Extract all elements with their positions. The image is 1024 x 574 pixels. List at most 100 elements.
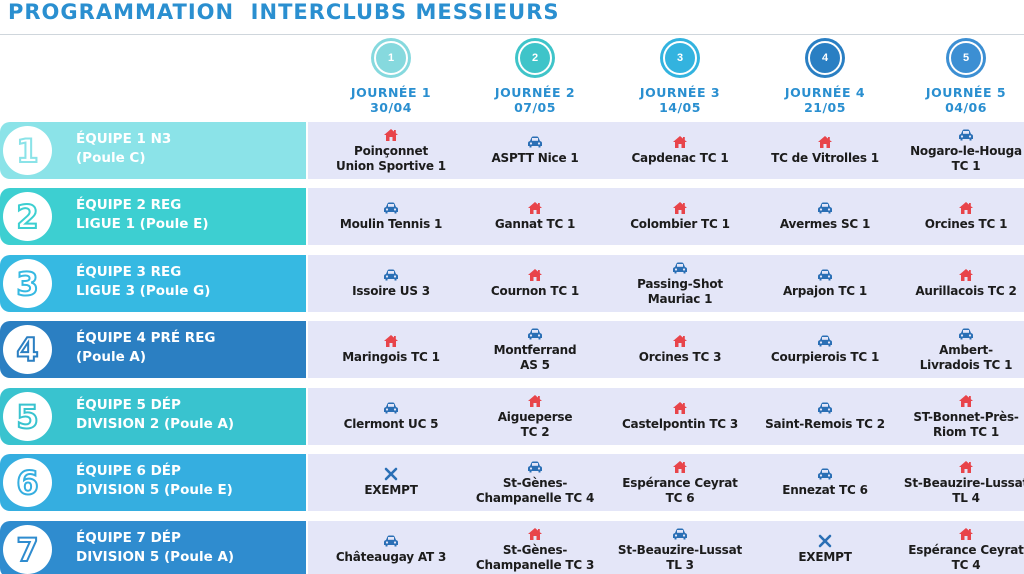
team-number: 5 bbox=[15, 397, 39, 436]
team-name: ÉQUIPE 4 PRÉ REG (Poule A) bbox=[76, 329, 301, 367]
match-cell: Poinçonnet Union Sportive 1 bbox=[318, 122, 464, 179]
match-cell: Issoire US 3 bbox=[318, 255, 464, 312]
team-name-line2: (Poule A) bbox=[76, 349, 147, 365]
match-cell: St-Gènes- Champanelle TC 4 bbox=[462, 454, 608, 511]
opponent-name-line1: Cournon TC 1 bbox=[490, 284, 580, 298]
team-name: ÉQUIPE 5 DÉP DIVISION 2 (Poule A) bbox=[76, 396, 301, 434]
opponent-name-line1: TC de Vitrolles 1 bbox=[771, 151, 879, 165]
day-date: 21/05 bbox=[804, 100, 846, 115]
team-number-badge: 1 bbox=[3, 126, 52, 175]
opponent-name-line1: Gannat TC 1 bbox=[494, 217, 576, 231]
team-name-line1: ÉQUIPE 5 DÉP bbox=[76, 397, 181, 413]
car-icon bbox=[818, 202, 832, 214]
team-name: ÉQUIPE 2 REG LIGUE 1 (Poule E) bbox=[76, 196, 301, 234]
team-number: 4 bbox=[15, 330, 39, 369]
match-cell: Courpierois TC 1 bbox=[752, 321, 898, 378]
car-icon bbox=[384, 269, 398, 281]
home-icon bbox=[673, 460, 687, 473]
match-cell: Saint-Remois TC 2 bbox=[752, 388, 898, 445]
team-row-background bbox=[308, 521, 1024, 574]
team-row-background bbox=[308, 188, 1024, 245]
opponent-name-line1: Avermes SC 1 bbox=[779, 217, 871, 231]
match-cell: Cournon TC 1 bbox=[462, 255, 608, 312]
team-number: 6 bbox=[15, 463, 39, 502]
day-number-badge: 1 bbox=[372, 39, 410, 77]
opponent-name-line2: Livradois TC 1 bbox=[919, 357, 1013, 372]
day-number-badge: 4 bbox=[806, 39, 844, 77]
day-label: JOURNÉE 2 bbox=[494, 85, 576, 100]
match-cell: Castelpontin TC 3 bbox=[607, 388, 753, 445]
car-icon bbox=[384, 402, 398, 414]
day-date: 14/05 bbox=[659, 100, 701, 115]
cross-icon bbox=[818, 534, 832, 548]
team-name-line1: ÉQUIPE 6 DÉP bbox=[76, 463, 181, 479]
match-cell: ST-Bonnet-Près- Riom TC 1 bbox=[893, 388, 1024, 445]
cross-icon bbox=[384, 467, 398, 481]
car-icon bbox=[528, 136, 542, 148]
opponent-name-line1: Orcines TC 3 bbox=[638, 350, 722, 364]
day-date: 04/06 bbox=[945, 100, 987, 115]
match-cell: EXEMPT bbox=[752, 521, 898, 574]
team-name: ÉQUIPE 7 DÉP DIVISION 5 (Poule A) bbox=[76, 529, 301, 567]
car-icon bbox=[528, 328, 542, 339]
opponent-name-line2: TC 1 bbox=[951, 158, 981, 173]
home-icon bbox=[384, 335, 398, 347]
team-number: 7 bbox=[15, 530, 39, 569]
opponent-name-line2: AS 5 bbox=[520, 357, 550, 372]
match-cell: Maringois TC 1 bbox=[318, 321, 464, 378]
opponent-name-line1: Capdenac TC 1 bbox=[631, 151, 729, 165]
match-cell: Avermes SC 1 bbox=[752, 188, 898, 245]
team-row-background bbox=[308, 388, 1024, 445]
home-icon bbox=[528, 269, 542, 281]
home-icon bbox=[959, 269, 973, 281]
opponent-name-line1: Ambert- bbox=[939, 342, 993, 357]
match-cell: Colombier TC 1 bbox=[607, 188, 753, 245]
opponent-name-line1: Clermont UC 5 bbox=[343, 417, 439, 431]
team-name-line2: (Poule C) bbox=[76, 150, 146, 166]
opponent-name-line1: ASPTT Nice 1 bbox=[491, 151, 579, 165]
home-icon bbox=[959, 394, 973, 407]
match-cell: St-Beauzire-Lussat TL 3 bbox=[607, 521, 753, 574]
opponent-name-line1: Colombier TC 1 bbox=[630, 217, 730, 231]
team-label-band: 1 ÉQUIPE 1 N3 (Poule C) bbox=[0, 122, 306, 179]
team-name-line2: DIVISION 5 (Poule E) bbox=[76, 482, 233, 498]
page-title: PROGRAMMATION INTERCLUBS MESSIEURS bbox=[8, 0, 560, 24]
team-name-line1: ÉQUIPE 2 REG bbox=[76, 197, 182, 213]
day-label: JOURNÉE 3 bbox=[639, 85, 721, 100]
match-cell: St-Beauzire-Lussat TL 4 bbox=[893, 454, 1024, 511]
team-name: ÉQUIPE 3 REG LIGUE 3 (Poule G) bbox=[76, 263, 301, 301]
team-label-band: 3 ÉQUIPE 3 REG LIGUE 3 (Poule G) bbox=[0, 255, 306, 312]
match-cell: Capdenac TC 1 bbox=[607, 122, 753, 179]
home-icon bbox=[384, 128, 398, 141]
opponent-name-line1: Maringois TC 1 bbox=[342, 350, 440, 364]
opponent-name-line2: TC 4 bbox=[951, 557, 981, 572]
opponent-name-line1: Issoire US 3 bbox=[352, 284, 430, 298]
day-date: 30/04 bbox=[370, 100, 412, 115]
opponent-name-line2: Champanelle TC 3 bbox=[475, 557, 595, 572]
car-icon bbox=[959, 328, 973, 339]
day-header: 1 JOURNÉE 1 30/04 bbox=[331, 39, 451, 116]
team-row-background bbox=[308, 321, 1024, 378]
team-label-band: 4 ÉQUIPE 4 PRÉ REG (Poule A) bbox=[0, 321, 306, 378]
day-label: JOURNÉE 1 bbox=[350, 85, 432, 100]
team-label-band: 2 ÉQUIPE 2 REG LIGUE 1 (Poule E) bbox=[0, 188, 306, 245]
team-name-line2: LIGUE 3 (Poule G) bbox=[76, 283, 211, 299]
team-name-line2: DIVISION 5 (Poule A) bbox=[76, 549, 235, 565]
day-header: 3 JOURNÉE 3 14/05 bbox=[620, 39, 740, 116]
match-cell: Gannat TC 1 bbox=[462, 188, 608, 245]
opponent-name-line1: Aurillacois TC 2 bbox=[915, 284, 1017, 298]
car-icon bbox=[818, 468, 832, 480]
team-row-background bbox=[308, 454, 1024, 511]
opponent-name-line1: Courpierois TC 1 bbox=[770, 350, 880, 364]
match-cell: Ennezat TC 6 bbox=[752, 454, 898, 511]
car-icon bbox=[818, 269, 832, 281]
team-number-badge: 2 bbox=[3, 192, 52, 241]
match-cell: Moulin Tennis 1 bbox=[318, 188, 464, 245]
home-icon bbox=[528, 394, 542, 407]
team-label-band: 6 ÉQUIPE 6 DÉP DIVISION 5 (Poule E) bbox=[0, 454, 306, 511]
opponent-name-line1: Moulin Tennis 1 bbox=[339, 217, 443, 231]
team-number: 2 bbox=[15, 197, 39, 236]
match-cell: Nogaro-le-Houga TC 1 bbox=[893, 122, 1024, 179]
opponent-name-line2: Riom TC 1 bbox=[933, 424, 999, 439]
opponent-name-line1: Saint-Remois TC 2 bbox=[765, 417, 885, 431]
